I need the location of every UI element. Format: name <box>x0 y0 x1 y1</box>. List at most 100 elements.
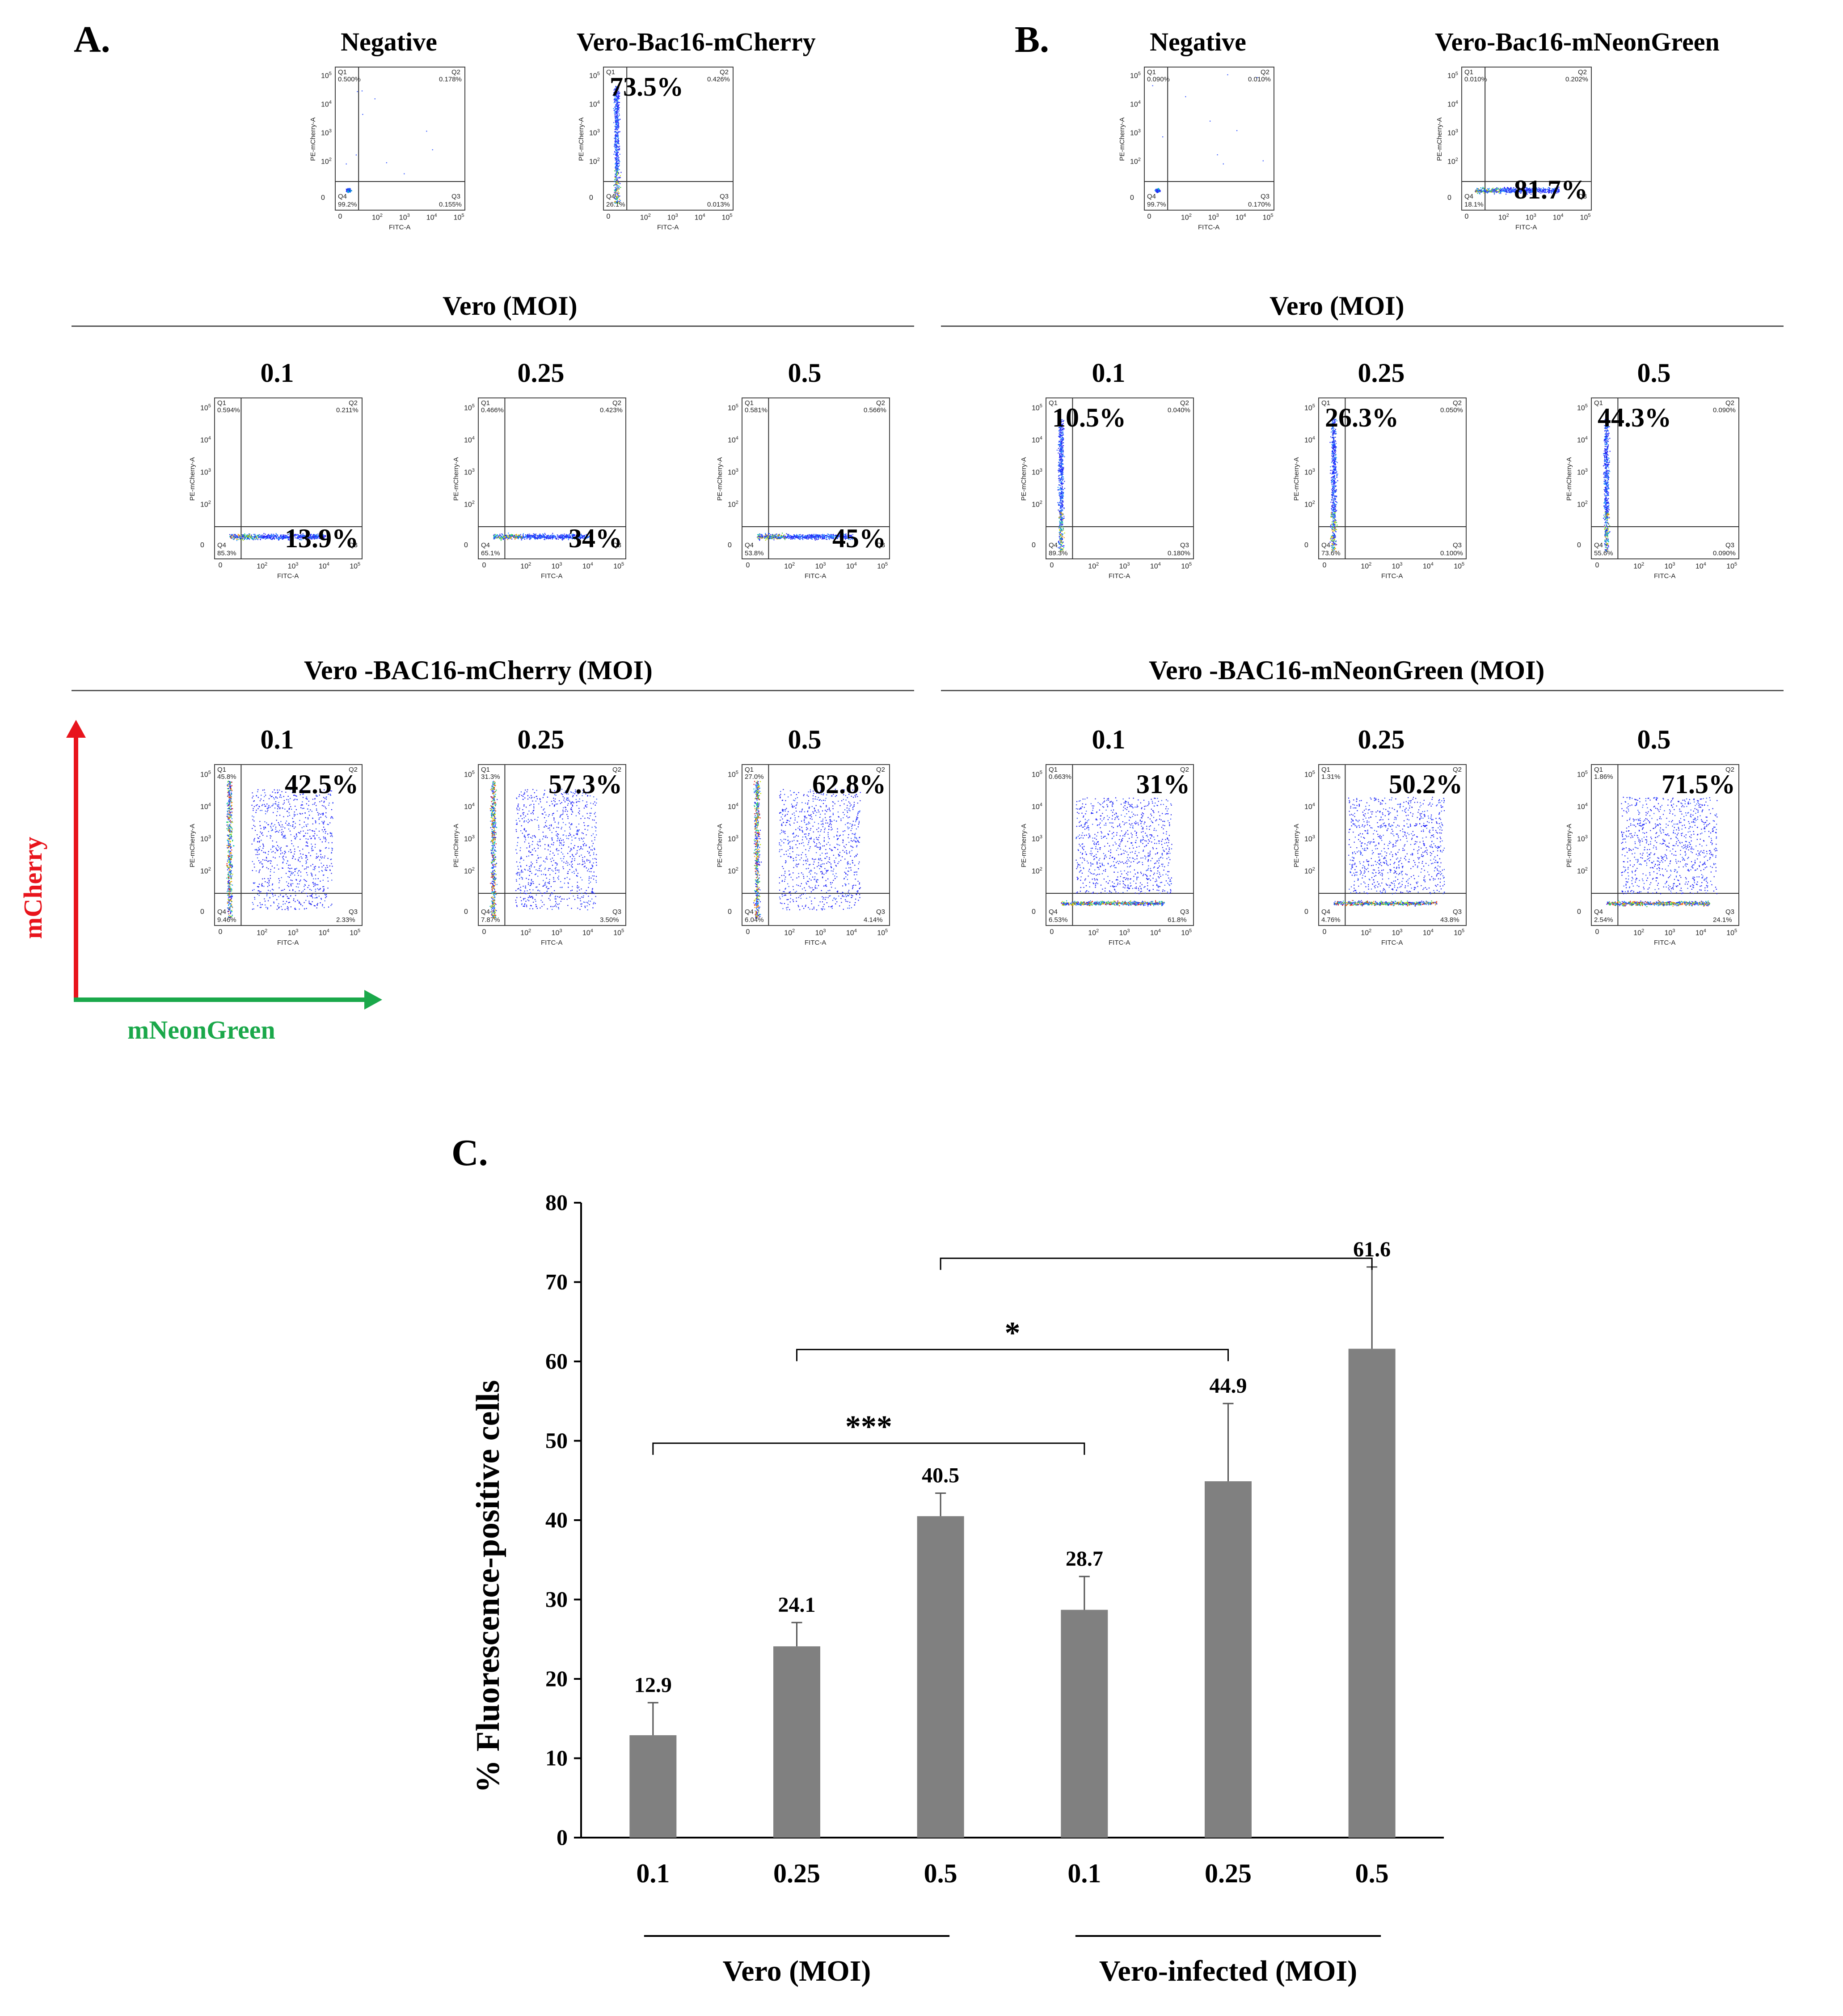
facs-big-percent: 42.5% <box>285 769 358 799</box>
bar-value-label: 24.1 <box>778 1593 816 1617</box>
y-tick-label: 105 <box>1130 71 1141 80</box>
facs-title: 0.25 <box>517 358 565 388</box>
quadrant-id-q4: Q4 <box>1049 541 1058 549</box>
event-dots <box>346 90 433 193</box>
bar-value-label: 44.9 <box>1210 1374 1247 1398</box>
y-tick-label: 80 <box>545 1190 568 1215</box>
event-dots <box>753 781 861 918</box>
y-tick-label: 104 <box>1304 435 1315 444</box>
y-tick-label: 50 <box>545 1428 568 1453</box>
y-tick-label: 103 <box>1577 467 1588 476</box>
y-tick-label: 0 <box>1577 908 1581 916</box>
quadrant-id-q3: Q3 <box>1180 541 1189 549</box>
x-tick-label: 102 <box>520 562 531 571</box>
y-tick-label: 103 <box>321 128 332 137</box>
y-tick-label: 0 <box>1447 194 1451 202</box>
y-tick-label: 104 <box>1032 802 1042 811</box>
quadrant-value-q2: 0.202% <box>1565 76 1588 83</box>
facs-frame <box>1591 397 1739 559</box>
y-tick-label: 40 <box>545 1507 568 1532</box>
x-category-label: 0.5 <box>924 1859 957 1888</box>
x-tick-label: 105 <box>350 928 361 937</box>
y-tick-label: 105 <box>1304 403 1315 412</box>
x-tick-label: 102 <box>1361 562 1372 571</box>
event-dots <box>489 781 597 918</box>
quadrant-value-q3: 0.090% <box>1713 549 1736 557</box>
y-tick-label: 103 <box>1447 128 1458 137</box>
quadrant-value-q4: 4.76% <box>1321 916 1341 924</box>
quadrant-value-q4: 85.3% <box>217 549 236 557</box>
quadrant-id-q1: Q1 <box>1049 766 1058 773</box>
y-tick-label: 0 <box>464 908 468 916</box>
event-dots <box>757 533 853 541</box>
quadrant-value-q4: 99.7% <box>1147 201 1166 208</box>
x-axis-label: FITC-A <box>657 224 679 231</box>
quadrant-id-q4: Q4 <box>745 908 754 916</box>
y-tick-label: 104 <box>321 100 332 109</box>
y-tick-label: 102 <box>200 499 211 508</box>
x-tick-label: 0 <box>218 562 223 569</box>
y-tick-label: 0 <box>1577 541 1581 549</box>
x-tick-label: 105 <box>1262 213 1274 222</box>
quadrant-id-q2: Q2 <box>612 399 622 407</box>
y-tick-label: 104 <box>728 435 738 444</box>
x-tick-label: 105 <box>1454 928 1465 937</box>
facs-plot-area <box>1591 397 1739 559</box>
y-tick-label: 0 <box>1032 541 1036 549</box>
x-tick-label: 104 <box>1150 562 1161 571</box>
x-tick-label: 102 <box>1633 562 1645 571</box>
bar-value-label: 28.7 <box>1066 1547 1103 1571</box>
quadrant-value-q1: 0.010% <box>1464 76 1487 83</box>
x-tick-label: 0 <box>1595 562 1599 569</box>
y-tick-label: 105 <box>464 403 475 412</box>
x-tick-label: 103 <box>1119 562 1130 571</box>
facs-big-percent: 26.3% <box>1325 403 1399 432</box>
y-tick-label: 105 <box>1032 403 1042 412</box>
x-tick-label: 103 <box>1664 562 1675 571</box>
facs-plot-area <box>478 397 626 559</box>
significance-bracket <box>940 1257 1373 1270</box>
mcherry-arrow-head <box>66 720 86 738</box>
quadrant-value-q4: 6.53% <box>1049 916 1068 924</box>
quadrant-value-q1: 45.8% <box>217 773 236 781</box>
facs-big-percent: 10.5% <box>1052 403 1126 432</box>
quadrant-value-q3: 24.1% <box>1713 916 1732 924</box>
facs-plot-area <box>478 764 626 926</box>
event-dots <box>1603 419 1611 552</box>
facs-frame <box>1318 764 1467 926</box>
quadrant-id-q1: Q1 <box>745 399 754 407</box>
facs-frame <box>214 764 363 926</box>
y-tick-label: 103 <box>1130 128 1141 137</box>
bar <box>1348 1348 1396 1838</box>
facs-plot-b-negative: Negative Q1 Q2 Q3 Q4 0.090% 0.010% 0.170% 99.7% 0… <box>1118 27 1278 259</box>
x-tick-label: 104 <box>1422 562 1434 571</box>
quadrant-id-q2: Q2 <box>612 766 622 773</box>
quadrant-id-q4: Q4 <box>606 193 616 200</box>
quadrant-id-q4: Q4 <box>481 908 490 916</box>
x-tick-label: 103 <box>1119 928 1130 937</box>
section-title-b-vero-bac: Vero -BAC16-mNeonGreen (MOI) <box>1149 655 1545 685</box>
quadrant-id-q1: Q1 <box>1594 766 1603 773</box>
y-tick-label: 30 <box>545 1587 568 1612</box>
y-tick-label: 105 <box>1577 769 1588 778</box>
x-axis-label: FITC-A <box>1515 224 1537 231</box>
axis-arrows <box>66 720 382 1010</box>
x-tick-label: 105 <box>1454 562 1465 571</box>
facs-big-percent: 57.3% <box>548 769 622 799</box>
event-dots <box>226 781 333 918</box>
x-tick-label: 0 <box>338 213 342 220</box>
quadrant-id-q1: Q1 <box>338 68 347 76</box>
quadrant-id-q2: Q2 <box>720 68 729 76</box>
y-tick-label: 0 <box>200 541 204 549</box>
facs-plot-area <box>214 764 363 926</box>
x-tick-label: 105 <box>721 213 733 222</box>
y-tick-label: 103 <box>1304 467 1315 476</box>
y-tick-label: 0 <box>557 1825 568 1850</box>
quadrant-id-q4: Q4 <box>217 908 227 916</box>
x-tick-label: 104 <box>1150 928 1161 937</box>
event-dots <box>1329 418 1338 552</box>
x-tick-label: 0 <box>218 928 223 936</box>
quadrant-value-q4: 53.8% <box>745 549 764 557</box>
x-axis-label: FITC-A <box>1654 939 1676 947</box>
quadrant-id-q3: Q3 <box>1725 541 1735 549</box>
